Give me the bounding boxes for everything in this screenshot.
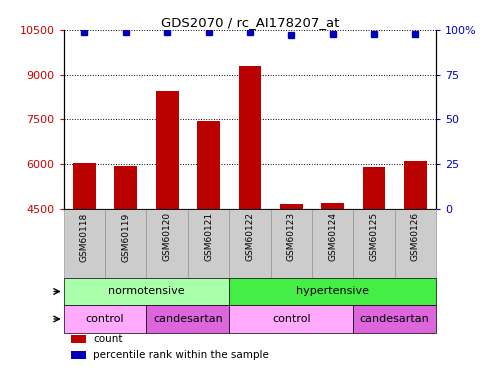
- Bar: [404, 161, 427, 343]
- Bar: [147, 209, 188, 278]
- Bar: [147, 305, 229, 333]
- Bar: [64, 305, 147, 333]
- Text: candesartan: candesartan: [153, 314, 223, 324]
- Text: GSM60121: GSM60121: [204, 212, 213, 261]
- Bar: [105, 209, 147, 278]
- Bar: [270, 209, 312, 278]
- Bar: [64, 278, 229, 305]
- Text: GSM60120: GSM60120: [163, 212, 172, 261]
- Bar: [156, 91, 178, 343]
- Text: control: control: [86, 314, 124, 324]
- Text: percentile rank within the sample: percentile rank within the sample: [94, 350, 270, 360]
- Bar: [321, 203, 344, 343]
- Bar: [280, 204, 303, 343]
- Bar: [353, 209, 395, 278]
- Text: GSM60118: GSM60118: [80, 212, 89, 262]
- Bar: [229, 278, 436, 305]
- Text: GSM60124: GSM60124: [328, 212, 337, 261]
- Bar: [229, 209, 270, 278]
- Text: GSM60123: GSM60123: [287, 212, 296, 261]
- Bar: [363, 167, 386, 343]
- Bar: [71, 351, 86, 359]
- Title: GDS2070 / rc_AI178207_at: GDS2070 / rc_AI178207_at: [161, 16, 339, 29]
- Bar: [353, 305, 436, 333]
- Text: GSM60125: GSM60125: [369, 212, 379, 261]
- Text: GSM60126: GSM60126: [411, 212, 420, 261]
- Bar: [188, 209, 229, 278]
- Text: normotensive: normotensive: [108, 286, 185, 297]
- Text: hypertensive: hypertensive: [296, 286, 369, 297]
- Bar: [395, 209, 436, 278]
- Bar: [312, 209, 353, 278]
- Bar: [64, 209, 105, 278]
- Bar: [73, 163, 96, 343]
- Bar: [239, 66, 261, 343]
- Bar: [229, 305, 353, 333]
- Bar: [197, 121, 220, 343]
- Text: control: control: [272, 314, 311, 324]
- Text: GSM60119: GSM60119: [121, 212, 130, 262]
- Text: candesartan: candesartan: [360, 314, 430, 324]
- Bar: [114, 166, 137, 343]
- Text: count: count: [94, 334, 123, 344]
- Text: GSM60122: GSM60122: [245, 212, 254, 261]
- Bar: [71, 334, 86, 343]
